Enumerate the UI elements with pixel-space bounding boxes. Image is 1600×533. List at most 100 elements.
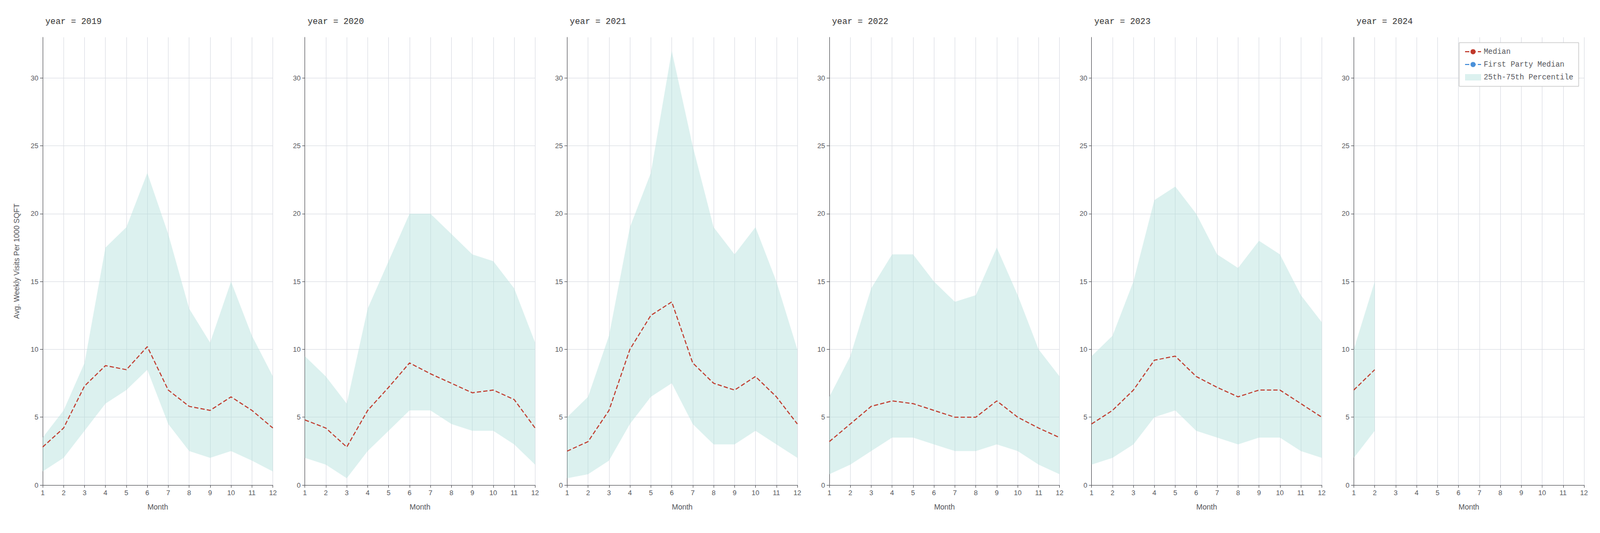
svg-text:9: 9: [994, 489, 999, 498]
svg-text:5: 5: [34, 413, 39, 422]
svg-text:11: 11: [1559, 489, 1567, 498]
svg-text:10: 10: [555, 345, 563, 354]
svg-text:4: 4: [103, 489, 108, 498]
svg-text:Month: Month: [1458, 502, 1480, 512]
svg-text:12: 12: [268, 489, 277, 498]
svg-text:20: 20: [817, 209, 826, 218]
svg-text:12: 12: [531, 489, 539, 498]
svg-text:2: 2: [61, 489, 66, 498]
svg-text:10: 10: [292, 345, 301, 354]
svg-text:1: 1: [40, 489, 45, 498]
svg-text:30: 30: [30, 74, 39, 83]
svg-text:9: 9: [470, 489, 475, 498]
svg-text:15: 15: [1079, 277, 1087, 286]
svg-text:5: 5: [1083, 413, 1087, 422]
svg-text:10: 10: [1538, 489, 1546, 498]
svg-text:11: 11: [1035, 489, 1043, 498]
svg-text:3: 3: [1393, 489, 1398, 498]
svg-text:12: 12: [1317, 489, 1326, 498]
svg-text:10: 10: [489, 489, 498, 498]
svg-text:0: 0: [34, 481, 39, 490]
svg-text:8: 8: [449, 489, 454, 498]
svg-text:6: 6: [932, 489, 936, 498]
svg-text:25th-75th Percentile: 25th-75th Percentile: [1483, 73, 1574, 82]
svg-text:9: 9: [732, 489, 737, 498]
svg-text:5: 5: [910, 489, 915, 498]
svg-text:Month: Month: [147, 502, 168, 512]
svg-text:20: 20: [1341, 209, 1350, 218]
svg-text:9: 9: [1257, 489, 1261, 498]
svg-text:First Party Median: First Party Median: [1483, 60, 1565, 69]
svg-text:4: 4: [1152, 489, 1157, 498]
svg-text:9: 9: [1519, 489, 1524, 498]
svg-text:25: 25: [30, 141, 39, 150]
svg-text:Median: Median: [1483, 47, 1511, 56]
svg-text:Month: Month: [672, 502, 693, 512]
svg-text:4: 4: [365, 489, 370, 498]
svg-text:5: 5: [386, 489, 391, 498]
svg-text:1: 1: [565, 489, 570, 498]
svg-text:7: 7: [1477, 489, 1482, 498]
svg-text:15: 15: [30, 277, 39, 286]
svg-text:11: 11: [510, 489, 518, 498]
svg-text:12: 12: [1055, 489, 1063, 498]
svg-text:4: 4: [627, 489, 632, 498]
svg-text:year = 2023: year = 2023: [1094, 17, 1151, 27]
svg-text:5: 5: [1435, 489, 1440, 498]
svg-text:11: 11: [1297, 489, 1305, 498]
svg-text:2: 2: [1110, 489, 1115, 498]
svg-text:20: 20: [30, 209, 39, 218]
svg-text:5: 5: [558, 413, 563, 422]
svg-text:30: 30: [1341, 74, 1350, 83]
svg-text:year = 2021: year = 2021: [569, 17, 627, 27]
svg-text:15: 15: [1341, 277, 1350, 286]
svg-text:6: 6: [145, 489, 150, 498]
svg-text:10: 10: [1079, 345, 1087, 354]
svg-text:3: 3: [345, 489, 349, 498]
svg-text:10: 10: [1341, 345, 1350, 354]
svg-text:year = 2022: year = 2022: [832, 17, 889, 27]
svg-text:1: 1: [1089, 489, 1094, 498]
svg-text:12: 12: [1580, 489, 1588, 498]
svg-text:11: 11: [772, 489, 781, 498]
svg-text:0: 0: [296, 481, 301, 490]
svg-text:10: 10: [1276, 489, 1284, 498]
svg-text:0: 0: [821, 481, 826, 490]
svg-text:7: 7: [690, 489, 695, 498]
svg-text:6: 6: [407, 489, 412, 498]
svg-text:15: 15: [817, 277, 826, 286]
svg-text:10: 10: [30, 345, 39, 354]
svg-text:8: 8: [1498, 489, 1502, 498]
svg-text:3: 3: [869, 489, 874, 498]
svg-text:6: 6: [1194, 489, 1198, 498]
svg-text:10: 10: [817, 345, 826, 354]
svg-text:2: 2: [848, 489, 853, 498]
svg-text:10: 10: [751, 489, 759, 498]
svg-text:2: 2: [323, 489, 328, 498]
svg-text:8: 8: [711, 489, 716, 498]
svg-text:3: 3: [82, 489, 87, 498]
svg-text:20: 20: [555, 209, 563, 218]
svg-text:5: 5: [124, 489, 128, 498]
svg-text:8: 8: [1236, 489, 1240, 498]
svg-text:12: 12: [793, 489, 802, 498]
svg-text:10: 10: [1013, 489, 1022, 498]
svg-text:4: 4: [890, 489, 894, 498]
svg-text:5: 5: [1345, 413, 1350, 422]
svg-text:5: 5: [821, 413, 826, 422]
svg-text:8: 8: [187, 489, 191, 498]
svg-text:15: 15: [555, 277, 563, 286]
svg-text:25: 25: [1341, 141, 1350, 150]
svg-text:7: 7: [428, 489, 433, 498]
svg-text:7: 7: [166, 489, 171, 498]
svg-text:3: 3: [606, 489, 611, 498]
svg-text:11: 11: [248, 489, 256, 498]
svg-text:20: 20: [292, 209, 301, 218]
svg-text:Month: Month: [409, 502, 431, 512]
svg-text:1: 1: [1352, 489, 1356, 498]
svg-text:year = 2020: year = 2020: [307, 17, 365, 27]
svg-text:6: 6: [669, 489, 674, 498]
svg-text:0: 0: [1345, 481, 1350, 490]
svg-text:15: 15: [292, 277, 301, 286]
svg-text:8: 8: [973, 489, 978, 498]
